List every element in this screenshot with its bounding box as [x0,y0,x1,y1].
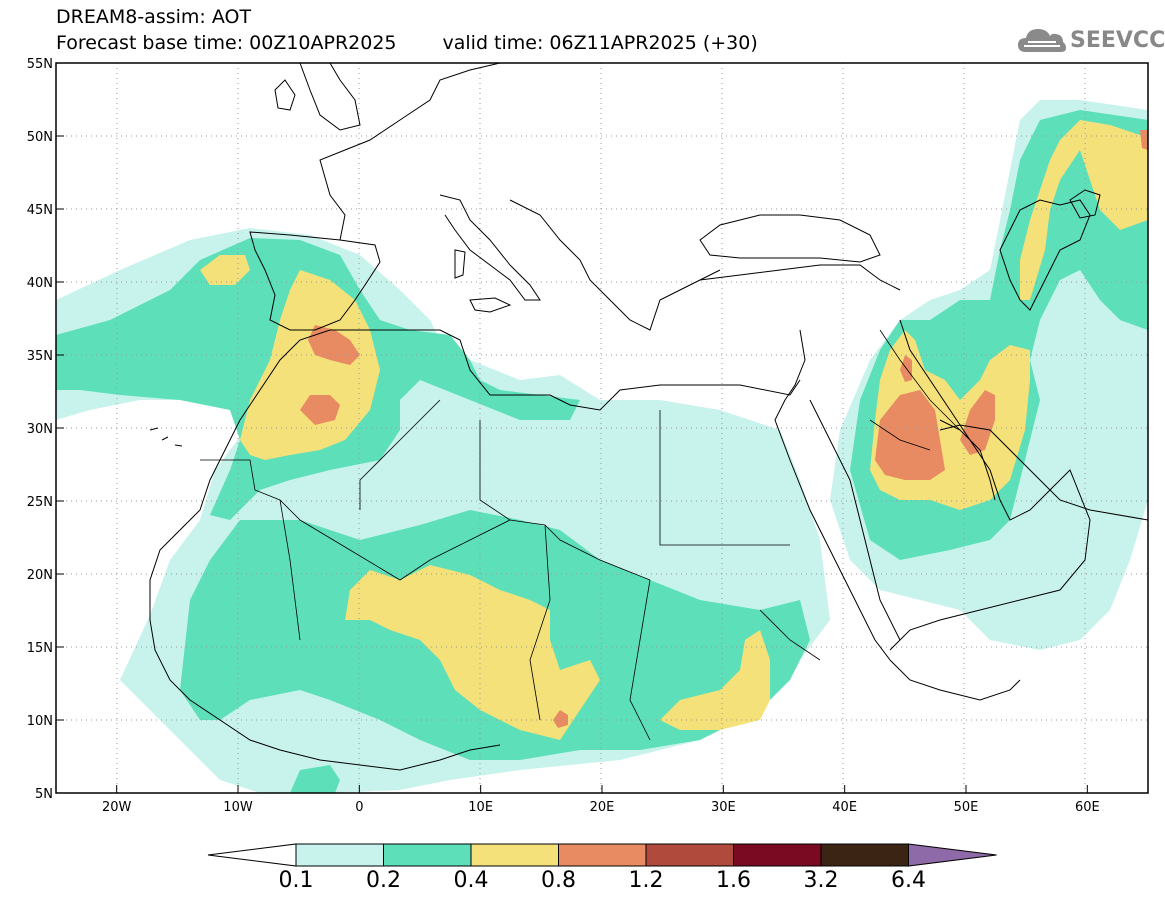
lon-tick-label: 60E [1075,800,1100,815]
lat-tick-label: 20N [27,568,53,583]
lon-tick-label: 30E [711,800,736,815]
colorbar-swatch [645,843,734,867]
colorbar-label: 1.6 [716,868,751,893]
colorbar-label: 1.2 [628,868,664,893]
lon-tick-label: 10W [223,800,253,815]
colorbar-low-arrow [207,843,297,867]
cloud-icon [1018,29,1066,52]
base-time: Forecast base time: 00Z10APR2025 [56,32,397,54]
lon-tick-label: 50E [954,800,979,815]
colorbar-swatch [733,843,822,867]
latitude-axis: 55N 50N 45N 40N 35N 30N 25N 20N 15N 10N 5N [27,57,64,802]
longitude-axis: 20W 10W 0 10E 20E 30E 40E 50E 60E [102,785,1100,815]
logo-text: SEEVCCC [1070,28,1165,53]
lat-tick-label: 10N [27,714,53,729]
lat-tick-label: 40N [27,276,53,291]
aot-level-0.4 [240,270,380,460]
colorbar-label: 3.2 [803,868,839,893]
valid-time: valid time: 06Z11APR2025 (+30) [442,32,758,54]
colorbar-swatch [820,843,909,867]
lat-tick-label: 15N [27,641,53,656]
colorbar-swatch [558,843,647,867]
colorbar-label: 0.8 [541,868,576,893]
colorbar-label: 0.1 [278,868,314,893]
colorbar-label: 0.4 [453,868,489,893]
map-title: DREAM8-assim: AOT [56,6,252,28]
colorbar-swatch [470,843,559,867]
lat-tick-label: 35N [27,349,53,364]
coastlines [149,63,1148,771]
lon-tick-label: 40E [832,800,857,815]
lon-tick-label: 20E [590,800,615,815]
lon-tick-label: 20W [102,800,132,815]
colorbar [207,843,997,867]
lat-tick-label: 5N [35,787,53,802]
forecast-time-line: Forecast base time: 00Z10APR2025 valid ti… [56,32,758,54]
map-gridlines [56,63,1148,793]
lat-tick-label: 30N [27,422,53,437]
lat-tick-label: 45N [27,203,53,218]
lat-tick-label: 55N [27,57,53,72]
colorbar-swatch [383,843,472,867]
colorbar-label: 0.2 [366,868,401,893]
colorbar-label: 6.4 [891,868,926,893]
lon-tick-label: 10E [468,800,493,815]
country-borders [200,329,961,741]
lat-tick-label: 50N [27,130,53,145]
lon-tick-label: 0 [355,800,363,815]
colorbar-swatch [295,843,384,867]
seevccc-logo: SEEVCCC [1016,22,1165,58]
lat-tick-label: 25N [27,495,53,510]
colorbar-high-arrow [908,843,997,867]
